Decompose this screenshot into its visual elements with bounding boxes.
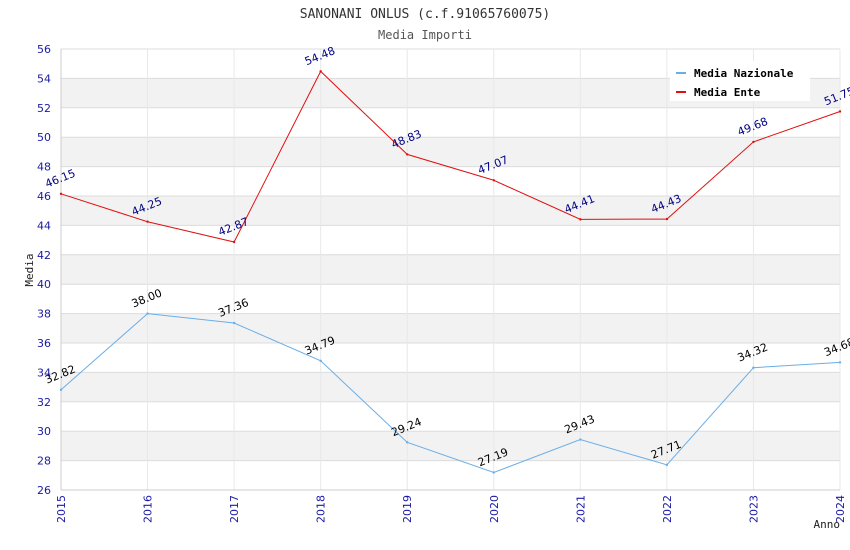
- grid-band: [61, 372, 840, 402]
- grid-band: [61, 166, 840, 196]
- data-point: [579, 438, 582, 441]
- legend-entry: Media Nazionale: [694, 67, 794, 80]
- data-point: [59, 388, 63, 391]
- grid-band: [61, 196, 840, 226]
- x-tick-label: 2018: [315, 495, 328, 523]
- chart-title: SANONANI ONLUS (c.f.91065760075): [300, 7, 550, 22]
- data-point: [146, 312, 149, 315]
- data-point: [232, 240, 236, 244]
- grid-band: [61, 254, 840, 285]
- grid-band: [61, 431, 840, 461]
- grid-band: [61, 401, 840, 432]
- y-tick-label: 26: [37, 484, 51, 497]
- y-tick-label: 32: [37, 396, 51, 409]
- y-tick-label: 30: [37, 425, 51, 438]
- x-tick-label: 2020: [488, 495, 501, 523]
- data-point: [752, 140, 755, 144]
- x-tick-label: 2017: [228, 495, 241, 523]
- y-tick-label: 28: [37, 455, 51, 468]
- x-tick-label: 2019: [401, 495, 414, 523]
- grid-band: [61, 460, 840, 490]
- y-tick-label: 42: [37, 249, 51, 262]
- legend-entry: Media Ente: [694, 86, 761, 99]
- plot-grid: [60, 48, 841, 491]
- y-tick-label: 36: [37, 337, 51, 350]
- chart-subtitle: Media Importi: [378, 28, 472, 42]
- x-tick-label: 2024: [834, 495, 847, 523]
- grid-band: [61, 137, 840, 167]
- grid-band: [61, 343, 840, 373]
- y-tick-label: 50: [37, 131, 51, 144]
- data-point: [492, 179, 495, 182]
- x-tick-label: 2015: [55, 495, 68, 523]
- data-point: [319, 359, 322, 362]
- legend-box: [670, 61, 810, 101]
- y-axis-title: Media: [23, 253, 36, 286]
- y-tick-label: 48: [37, 161, 51, 174]
- y-tick-label: 34: [37, 366, 51, 379]
- data-point: [579, 218, 582, 221]
- grid-band: [61, 225, 840, 255]
- legend: Media Nazionale Media Ente: [670, 61, 810, 101]
- data-point: [146, 220, 149, 223]
- x-axis-title: Anno: [814, 518, 841, 531]
- series-line-media-nazionale: [60, 313, 841, 474]
- axes: 26 28 30 32 34 36 38 40 42 44 46 48 50 52 54 56 2015 2016…: [37, 43, 847, 523]
- grid-band: [61, 284, 840, 314]
- data-point: [752, 366, 755, 369]
- y-tick-label: 52: [37, 102, 51, 115]
- x-tick-label: 2022: [661, 495, 674, 523]
- data-point: [838, 361, 842, 364]
- y-tick-label: 54: [37, 72, 51, 85]
- x-tick-label: 2023: [747, 495, 760, 523]
- data-point: [406, 153, 409, 156]
- data-point: [319, 70, 322, 73]
- y-tick-label: 56: [37, 43, 51, 56]
- y-tick-label: 44: [37, 219, 51, 232]
- x-tick-label: 2016: [142, 495, 155, 523]
- data-point: [665, 217, 669, 221]
- series-line-media-ente: [60, 70, 841, 243]
- x-tick-label: 2021: [574, 495, 587, 523]
- data-point: [665, 463, 669, 467]
- data-point: [232, 321, 236, 325]
- series-lines: [59, 70, 842, 474]
- data-point: [838, 110, 842, 113]
- grid-band: [61, 313, 840, 343]
- y-tick-label: 38: [37, 308, 51, 321]
- data-point: [59, 192, 63, 195]
- data-point: [492, 471, 495, 474]
- grid-band: [61, 107, 840, 138]
- y-tick-label: 46: [37, 190, 51, 203]
- y-tick-label: 40: [37, 278, 51, 291]
- data-point: [406, 441, 409, 444]
